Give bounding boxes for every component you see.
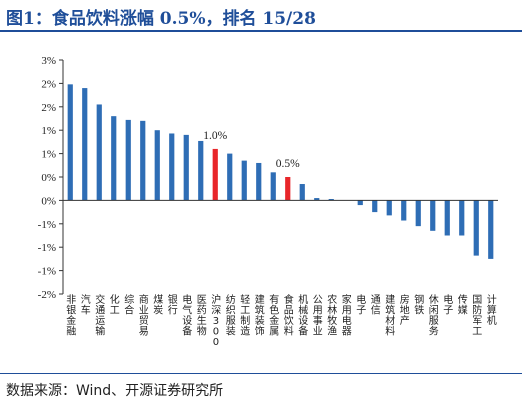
- x-tick-label: 纺织服装: [226, 293, 236, 338]
- x-tick-label: 建筑装饰: [255, 293, 265, 338]
- bar: [328, 199, 334, 201]
- bars: [67, 84, 494, 259]
- bar: [444, 200, 450, 236]
- x-tick-label: 化工: [110, 293, 120, 317]
- bar: [270, 172, 276, 201]
- bar: [415, 200, 421, 227]
- bar: [140, 120, 146, 201]
- bar: [285, 177, 291, 201]
- y-tick-label: 2%: [41, 78, 56, 90]
- bar: [459, 200, 465, 236]
- bar: [125, 119, 131, 201]
- y-tick-label: 1%: [41, 125, 56, 137]
- y-tick-label: -2%: [38, 289, 56, 301]
- y-tick-label: -1%: [38, 219, 56, 231]
- x-tick-label: 轻工制造: [240, 293, 250, 338]
- x-tick-label: 家用电器: [342, 293, 352, 338]
- bar: [256, 162, 262, 201]
- x-tick-label: 传媒: [458, 294, 468, 317]
- x-tick-label: 计算机: [487, 293, 497, 327]
- bar: [198, 140, 204, 201]
- x-tick-label: 建筑材料: [385, 293, 395, 338]
- x-tick-label: 医药生物: [197, 294, 207, 338]
- x-tick-label: 房地产: [400, 293, 410, 327]
- data-labels: 1.0% 0.5%: [203, 130, 300, 170]
- bar: [154, 130, 160, 201]
- x-tick-label: 公用事业: [313, 295, 323, 338]
- y-tick-label: 2%: [41, 102, 56, 114]
- source-note: 数据来源：Wind、开源证券研究所: [6, 383, 224, 399]
- bar: [430, 200, 436, 231]
- title-bar: 图1：食品饮料涨幅 0.5%，排名 15/28: [0, 0, 522, 34]
- x-tick-label: 电子: [443, 293, 453, 317]
- x-tick-label: 商业贸易: [139, 293, 149, 338]
- bar: [386, 200, 392, 216]
- x-tick-label: 非银金融: [66, 294, 76, 338]
- x-tick-label: 机械设备: [298, 293, 308, 338]
- y-axis: -2% -1% -1% -1% 0% 0% 1% 1% 2% 2% 3%: [38, 55, 64, 301]
- bar: [82, 88, 88, 201]
- bar: [212, 148, 218, 201]
- x-tick-label: 银行: [168, 293, 178, 317]
- bar: [401, 200, 407, 221]
- x-tick-label: 煤炭: [153, 293, 163, 317]
- bar: [357, 200, 363, 206]
- x-tick-label: 综合: [124, 293, 134, 317]
- x-tick-label: 食品饮料: [284, 293, 294, 338]
- x-tick-label: 沪深 3 0 0: [211, 293, 221, 348]
- x-tick-label: 钢铁: [414, 293, 424, 317]
- bar: [314, 198, 320, 201]
- chart-title: 图1：食品饮料涨幅 0.5%，排名 15/28: [6, 9, 316, 29]
- y-tick-label: 1%: [41, 149, 56, 161]
- y-tick-label: 3%: [41, 55, 56, 67]
- bar: [67, 84, 73, 201]
- y-tick-label: 0%: [41, 195, 56, 207]
- bar: [241, 160, 247, 201]
- bar: [96, 104, 102, 201]
- bar: [169, 133, 175, 201]
- x-tick-label: 电气设备: [182, 293, 192, 338]
- y-tick-label: 0%: [41, 172, 56, 184]
- data-label: 0.5%: [276, 158, 300, 170]
- bar: [183, 134, 189, 201]
- bar: [372, 200, 378, 213]
- x-tick-label: 农林牧渔: [327, 293, 337, 338]
- bar: [111, 116, 117, 201]
- x-tick-label: 交通运输: [95, 293, 105, 338]
- x-tick-label: 有色金属: [269, 293, 279, 338]
- x-tick-label: 电子: [356, 293, 366, 317]
- title-divider: [0, 30, 522, 32]
- bar: [488, 200, 494, 259]
- x-tick-label: 汽车: [81, 293, 91, 317]
- bar: [299, 184, 305, 201]
- y-tick-label: -1%: [38, 266, 56, 278]
- x-tick-label: 国防军工: [472, 294, 482, 338]
- bar: [227, 153, 233, 201]
- y-tick-label: -1%: [38, 242, 56, 254]
- x-tick-label: 通信: [371, 294, 381, 317]
- x-tick-label: 休闲服务: [429, 294, 439, 338]
- footer-divider: [0, 373, 522, 374]
- bar: [473, 200, 479, 256]
- data-label: 1.0%: [203, 130, 227, 142]
